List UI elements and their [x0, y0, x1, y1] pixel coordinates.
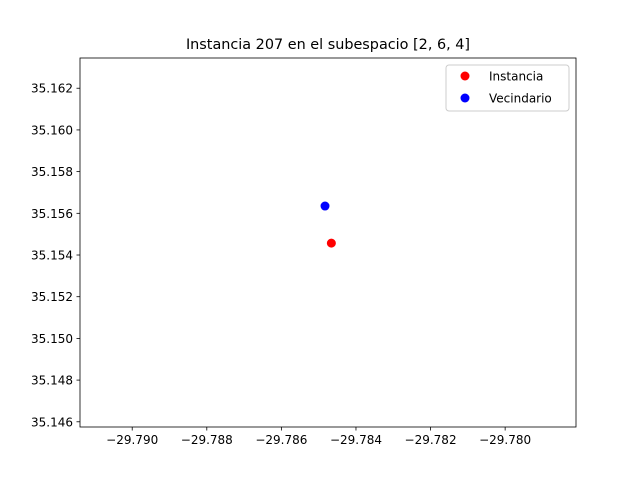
legend-marker-vecindario — [460, 93, 470, 103]
x-tick-label: −29.780 — [479, 433, 531, 447]
y-tick-label: 35.160 — [31, 123, 73, 137]
plot-frame — [79, 57, 577, 428]
y-tick-label: 35.152 — [31, 290, 73, 304]
y-tick-label: 35.146 — [31, 415, 73, 429]
y-tick-label: 35.148 — [31, 374, 73, 388]
chart-title: Instancia 207 en el subespacio [2, 6, 4] — [186, 37, 470, 53]
point-vecindario — [320, 201, 330, 211]
legend-box — [445, 64, 570, 112]
y-axis: 35.146 35.148 35.150 35.152 35.154 35.156 35.1… — [31, 82, 80, 429]
x-tick-label: −29.784 — [330, 433, 382, 447]
y-tick-label: 35.154 — [31, 249, 73, 263]
y-tick-label: 35.150 — [31, 332, 73, 346]
plot-area — [79, 57, 577, 428]
legend-marker-instancia — [460, 71, 470, 81]
y-tick-label: 35.158 — [31, 165, 73, 179]
data-points — [320, 201, 336, 248]
legend-label-instancia: Instancia — [489, 70, 543, 84]
point-instancia — [326, 238, 336, 248]
legend: Instancia Vecindario — [445, 64, 570, 112]
x-tick-label: −29.790 — [106, 433, 158, 447]
x-tick-label: −29.782 — [405, 433, 457, 447]
x-axis: −29.790 −29.788 −29.786 −29.784 −29.782 −29.7… — [106, 427, 531, 447]
y-tick-label: 35.156 — [31, 207, 73, 221]
x-tick-label: −29.788 — [181, 433, 233, 447]
x-tick-label: −29.786 — [255, 433, 307, 447]
legend-label-vecindario: Vecindario — [489, 92, 552, 106]
y-tick-label: 35.162 — [31, 82, 73, 96]
